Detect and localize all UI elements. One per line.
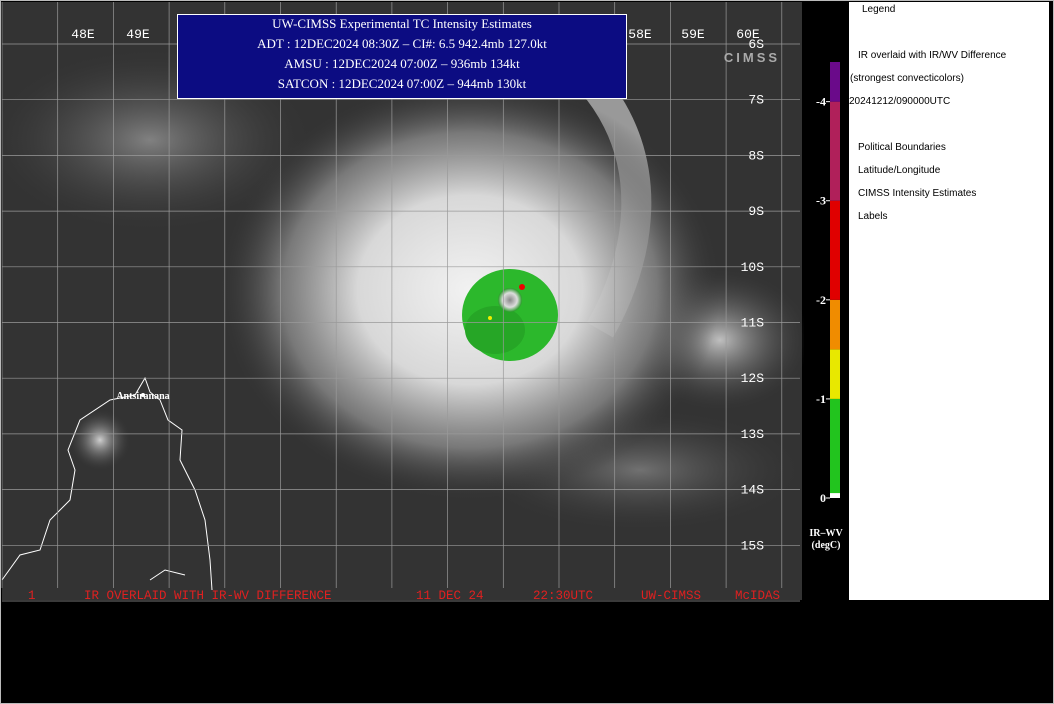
legend-panel [849,2,1049,600]
legend-item: IR overlaid with IR/WV Difference [858,50,1007,61]
colorbar-label: IR–WV [809,528,843,539]
colorbar-segment [830,349,840,399]
lat-label: 7S [748,93,764,108]
colorbar-segment [830,62,840,102]
lat-label: 11S [741,316,765,331]
lat-label: 12S [741,371,765,386]
lat-label: 13S [741,427,765,442]
hot-spot [488,316,492,320]
info-line: AMSU : 12DEC2024 07:00Z – 936mb 134kt [284,56,520,71]
colorbar-segment [830,299,840,350]
legend-item: (strongest convecticolors) [850,73,964,84]
colorbar-label: (degC) [812,540,841,551]
legend-item: 20241212/090000UTC [849,96,950,107]
lon-label: 59E [681,27,705,42]
convection [465,306,525,354]
info-line: SATCON : 12DEC2024 07:00Z – 944mb 130kt [278,76,527,91]
eye [498,288,522,312]
colorbar-tick-label: -2 [816,293,826,307]
footer-text: IR OVERLAID WITH IR-WV DIFFERENCE [84,589,332,603]
lat-label: 10S [741,260,765,275]
coastline [1,376,213,591]
info-box [177,14,627,99]
lat-label: 15S [741,538,765,553]
lat-label: 8S [748,148,764,163]
lat-lon-grid [1,2,800,602]
colorbar-panel [804,2,848,600]
legend-item: CIMSS Intensity Estimates [858,188,976,199]
lon-label: 48E [71,27,95,42]
colorbar-tick-label: -1 [816,392,826,406]
colorbar-segment [830,200,840,300]
logo: CIMSS [724,50,780,65]
hot-spot [519,284,525,290]
boundary [149,569,186,581]
footer-text: 11 DEC 24 [416,589,484,603]
legend-item: Political Boundaries [858,142,946,153]
city-marker [141,393,145,397]
cloud [70,410,130,470]
lat-label: 14S [741,483,765,498]
lat-label: 6S [748,37,764,52]
satellite-image [0,2,810,600]
footer-text: McIDAS [735,589,780,603]
colorbar-segment [830,493,840,498]
lon-label: 58E [628,27,652,42]
footer-text: UW-CIMSS [641,589,701,603]
place-label: Antsiranana [116,391,169,402]
colorbar-segment [830,101,840,201]
colorbar-tick-label: -4 [816,95,826,109]
lon-label: 49E [126,27,150,42]
lon-label: 60E [736,27,760,42]
legend-item: Latitude/Longitude [858,165,941,176]
info-title: UW-CIMSS Experimental TC Intensity Estim… [272,16,532,31]
footer-text: 1 [28,589,36,603]
colorbar-tick-label: -3 [816,194,826,208]
lat-label: 9S [748,204,764,219]
footer-text: 22:30UTC [533,589,593,603]
legend-item: Labels [858,211,887,222]
info-line: ADT : 12DEC2024 08:30Z – CI#: 6.5 942.4m… [257,36,547,51]
colorbar-segment [830,398,840,494]
colorbar-tick-label: 0 [820,491,826,505]
legend-title: Legend [862,4,895,15]
